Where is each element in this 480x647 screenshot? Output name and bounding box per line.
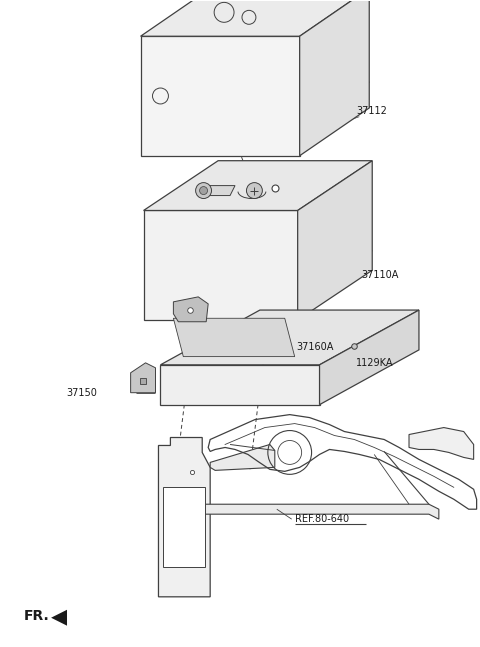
Text: 1141AH: 1141AH — [222, 175, 261, 186]
Polygon shape — [164, 487, 205, 567]
Polygon shape — [173, 297, 208, 322]
Circle shape — [196, 182, 212, 199]
Polygon shape — [160, 365, 320, 404]
Circle shape — [246, 182, 263, 199]
Text: 1129KA: 1129KA — [356, 358, 394, 368]
Polygon shape — [200, 186, 235, 195]
Polygon shape — [160, 310, 419, 365]
Polygon shape — [196, 327, 281, 351]
Polygon shape — [205, 504, 439, 519]
Text: 37180F: 37180F — [292, 199, 328, 208]
Circle shape — [200, 186, 207, 195]
Polygon shape — [51, 609, 67, 626]
Text: 37160A: 37160A — [297, 342, 334, 352]
Polygon shape — [210, 444, 275, 470]
Polygon shape — [320, 310, 419, 404]
Polygon shape — [173, 318, 295, 356]
Text: 37112: 37112 — [356, 106, 387, 116]
Polygon shape — [144, 210, 298, 320]
Polygon shape — [141, 36, 300, 156]
Polygon shape — [298, 160, 372, 320]
Polygon shape — [131, 363, 156, 393]
Polygon shape — [141, 0, 369, 36]
Text: FR.: FR. — [23, 609, 49, 623]
Polygon shape — [409, 428, 474, 459]
Text: 37150: 37150 — [66, 388, 97, 398]
Text: REF.80-640: REF.80-640 — [295, 514, 349, 524]
Text: 37110A: 37110A — [361, 270, 399, 280]
Polygon shape — [144, 160, 372, 210]
Polygon shape — [158, 437, 210, 597]
Polygon shape — [300, 0, 369, 156]
